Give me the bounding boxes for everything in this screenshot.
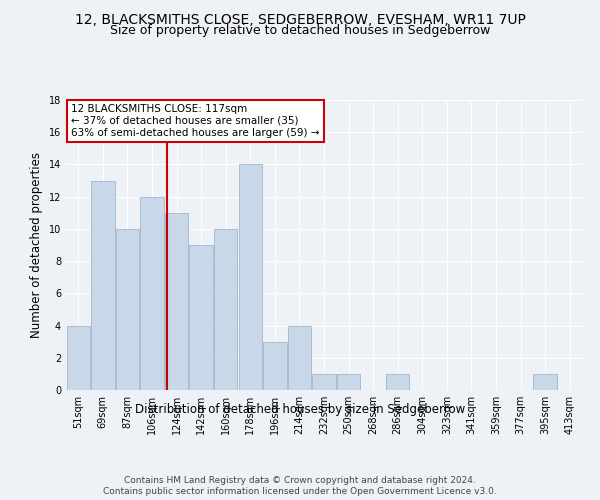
Bar <box>337 374 360 390</box>
Bar <box>313 374 335 390</box>
Bar <box>214 229 238 390</box>
Bar <box>140 196 164 390</box>
Text: Contains HM Land Registry data © Crown copyright and database right 2024.: Contains HM Land Registry data © Crown c… <box>124 476 476 485</box>
Bar <box>239 164 262 390</box>
Bar <box>386 374 409 390</box>
Bar <box>116 229 139 390</box>
Text: Contains public sector information licensed under the Open Government Licence v3: Contains public sector information licen… <box>103 488 497 496</box>
Text: Distribution of detached houses by size in Sedgeberrow: Distribution of detached houses by size … <box>135 402 465 415</box>
Bar <box>67 326 90 390</box>
Text: Size of property relative to detached houses in Sedgeberrow: Size of property relative to detached ho… <box>110 24 490 37</box>
Bar <box>533 374 557 390</box>
Bar <box>263 342 287 390</box>
Text: 12, BLACKSMITHS CLOSE, SEDGEBERROW, EVESHAM, WR11 7UP: 12, BLACKSMITHS CLOSE, SEDGEBERROW, EVES… <box>74 12 526 26</box>
Bar <box>91 180 115 390</box>
Bar <box>165 213 188 390</box>
Bar <box>288 326 311 390</box>
Y-axis label: Number of detached properties: Number of detached properties <box>30 152 43 338</box>
Bar <box>190 245 213 390</box>
Text: 12 BLACKSMITHS CLOSE: 117sqm
← 37% of detached houses are smaller (35)
63% of se: 12 BLACKSMITHS CLOSE: 117sqm ← 37% of de… <box>71 104 320 138</box>
